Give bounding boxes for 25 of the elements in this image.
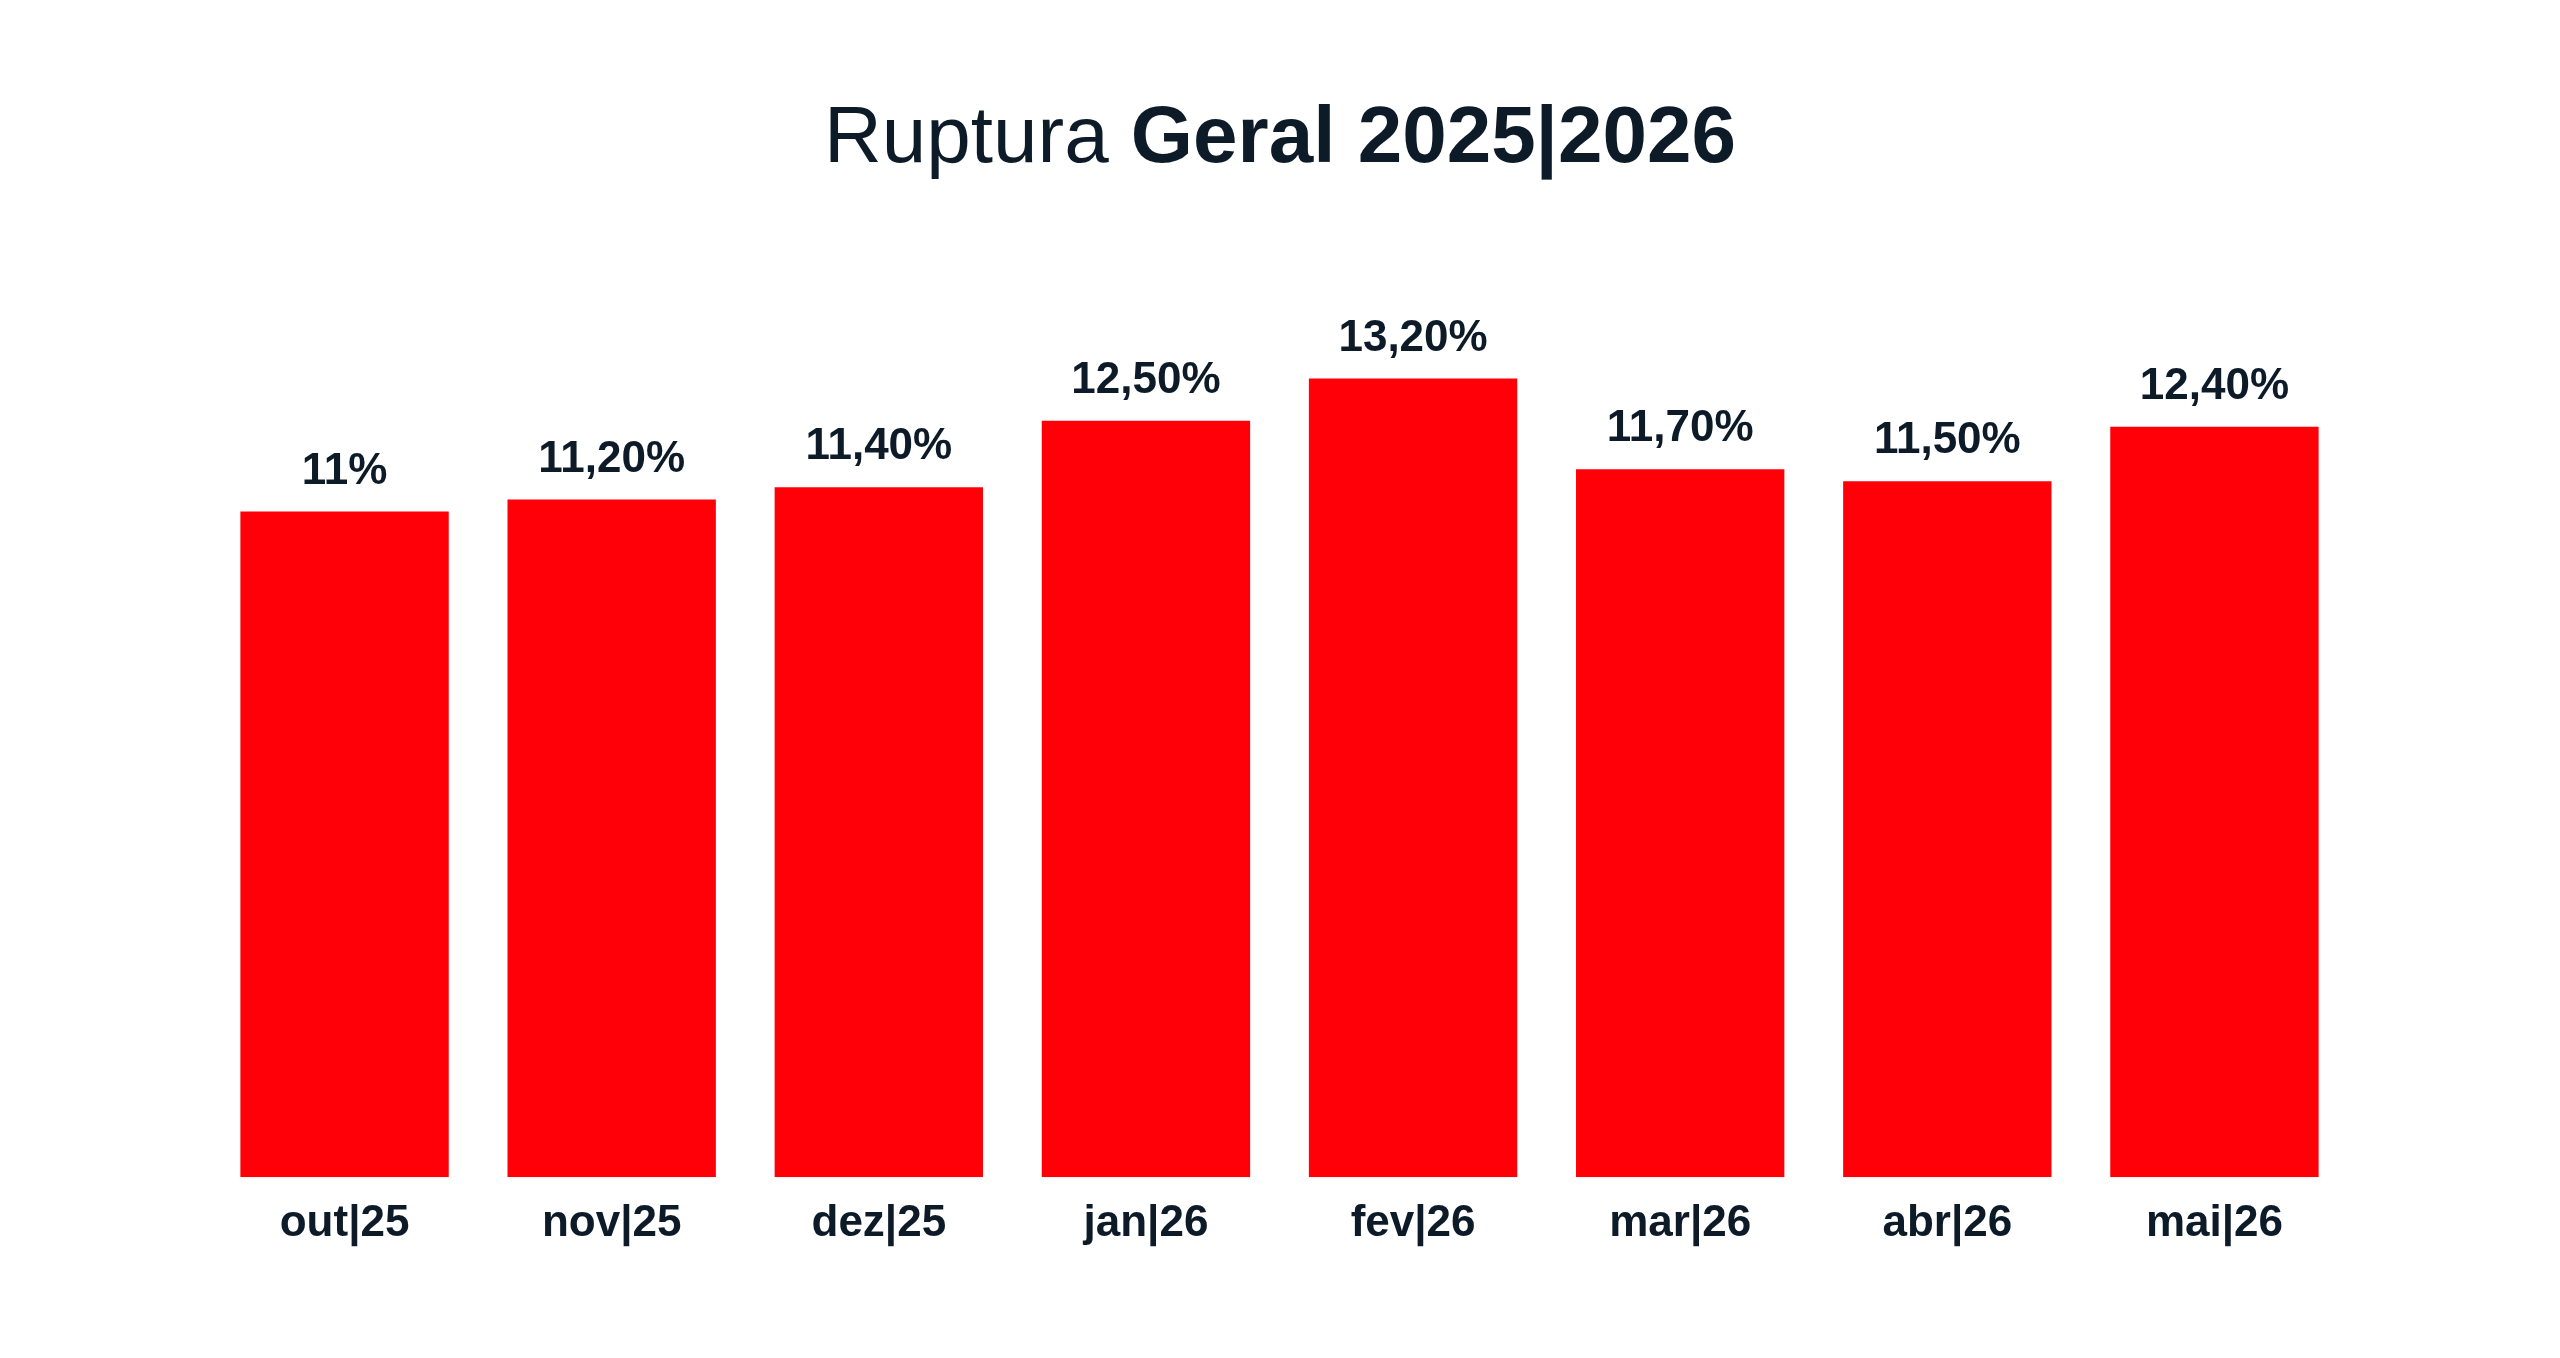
bar (1576, 469, 1785, 1178)
data-label: 11% (301, 443, 388, 493)
bar (1308, 378, 1518, 1178)
data-label: 11,50% (1873, 413, 2021, 463)
data-label: 12,40% (2139, 358, 2290, 408)
x-tick-label: out|25 (279, 1195, 410, 1247)
x-tick-label: mai|26 (2145, 1195, 2283, 1247)
x-tick-label: dez|25 (811, 1195, 947, 1247)
x-tick-label: nov|25 (541, 1195, 682, 1247)
bar (2110, 426, 2319, 1178)
data-label: 11,20% (538, 431, 686, 481)
data-label: 12,50% (1071, 352, 1221, 402)
bar (507, 499, 716, 1178)
x-tick-label: jan|26 (1082, 1195, 1209, 1247)
bar (1843, 481, 2052, 1178)
data-label: 13,20% (1338, 310, 1488, 360)
x-tick-label: fev|26 (1350, 1195, 1476, 1247)
data-label: 11,70% (1606, 401, 1754, 451)
x-tick-label: mar|26 (1609, 1195, 1752, 1247)
data-label: 11,40% (805, 419, 953, 469)
bar (774, 487, 983, 1178)
x-tick-label: abr|26 (1882, 1195, 2013, 1247)
bar (240, 511, 449, 1178)
chart-title: Ruptura Geral 2025|2026 (824, 90, 1736, 179)
bar (1041, 420, 1251, 1178)
